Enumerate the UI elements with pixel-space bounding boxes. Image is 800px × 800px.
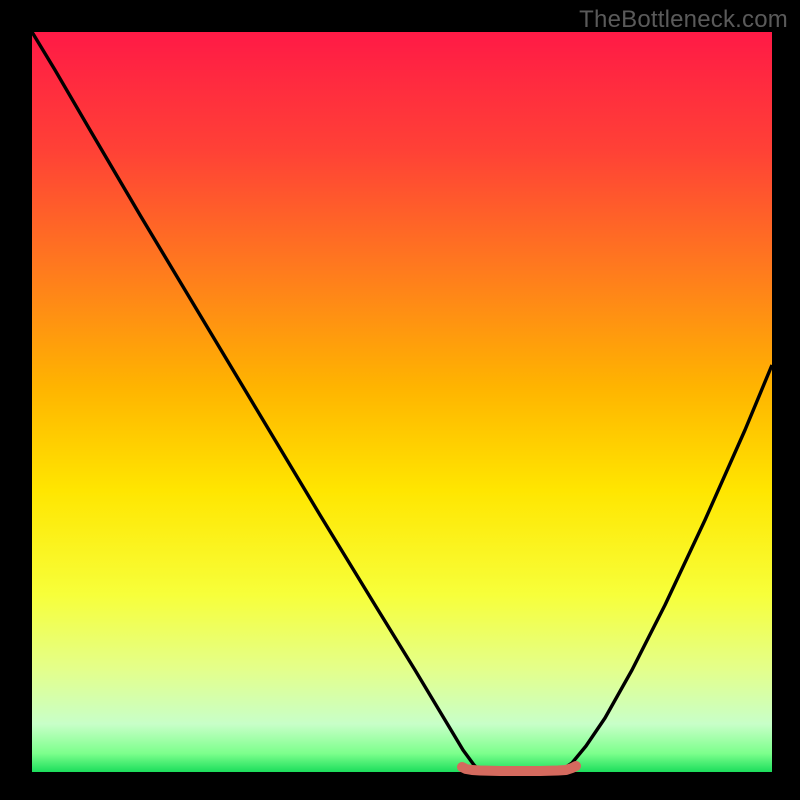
watermark-text: TheBottleneck.com	[579, 6, 788, 34]
plot-background	[32, 32, 772, 772]
chart-svg	[0, 0, 800, 800]
chart-container: TheBottleneck.com	[0, 0, 800, 800]
bottom-accent	[462, 766, 576, 771]
